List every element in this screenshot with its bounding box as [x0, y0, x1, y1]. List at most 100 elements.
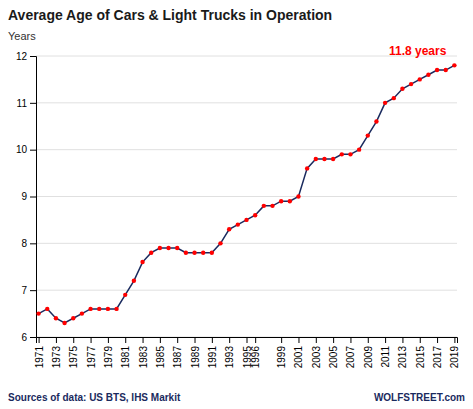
x-tick: 2013: [397, 337, 408, 368]
x-tick: 1971: [34, 337, 45, 368]
x-tick-label: 1985: [155, 346, 166, 369]
point: [71, 316, 75, 320]
x-tick-mark: [39, 337, 40, 343]
x-tick: 1993: [224, 337, 235, 368]
annotations: 11.8 years: [389, 44, 447, 58]
y-tick: 9: [21, 191, 36, 202]
y-tick: 11: [17, 98, 36, 109]
point: [348, 152, 352, 156]
point: [123, 293, 127, 297]
y-tick-mark: [30, 337, 36, 338]
point: [80, 311, 84, 315]
point: [175, 246, 179, 250]
x-tick-mark: [298, 337, 299, 343]
x-tick-mark: [255, 337, 256, 343]
x-tick-label: 2017: [432, 346, 443, 369]
x-tick: 1989: [190, 337, 201, 368]
point: [236, 222, 240, 226]
x-tick-label: 1971: [34, 346, 45, 369]
point: [435, 68, 439, 72]
x-tick-mark: [229, 337, 230, 343]
y-tick: 6: [21, 332, 36, 343]
point: [314, 157, 318, 161]
x-tick: 1996: [250, 337, 261, 368]
grid-line: [36, 102, 457, 103]
y-axis: 6789101112: [16, 51, 37, 343]
x-tick-mark: [281, 337, 282, 343]
point: [227, 227, 231, 231]
y-tick-label: 12: [16, 51, 28, 62]
x-tick: 1979: [103, 337, 114, 368]
point: [210, 251, 214, 255]
x-tick-mark: [437, 337, 438, 343]
point: [132, 279, 136, 283]
point: [88, 307, 92, 311]
x-tick-label: 1993: [224, 346, 235, 369]
x-axis-line: [37, 338, 458, 344]
point: [45, 307, 49, 311]
point: [322, 157, 326, 161]
x-tick-label: 1996: [250, 346, 261, 369]
x-tick: 2015: [415, 337, 426, 368]
grid-line: [36, 290, 457, 291]
point: [418, 77, 422, 81]
x-tick-mark: [108, 337, 109, 343]
x-tick: 2017: [432, 337, 443, 368]
y-tick-label: 6: [21, 332, 27, 343]
point: [114, 307, 118, 311]
point: [184, 251, 188, 255]
x-tick-label: 2015: [415, 346, 426, 369]
y-tick: 12: [16, 51, 36, 62]
point: [400, 87, 404, 91]
x-tick-label: 2011: [380, 346, 391, 368]
x-tick-mark: [350, 337, 351, 343]
x-tick-label: 2005: [328, 346, 339, 369]
x-tick-label: 1973: [51, 346, 62, 369]
point: [36, 311, 40, 315]
x-tick-mark: [177, 337, 178, 343]
x-tick: 2011: [380, 337, 391, 368]
x-tick: 1999: [276, 337, 287, 368]
y-axis-line: [30, 57, 37, 338]
x-tick-mark: [73, 337, 74, 343]
point: [357, 147, 361, 151]
x-tick-mark: [143, 337, 144, 343]
point: [331, 157, 335, 161]
x-tick: 1987: [172, 337, 183, 368]
point: [106, 307, 110, 311]
watermark: WOLFSTREET.com: [374, 392, 465, 403]
line: [39, 65, 455, 323]
x-tick-label: 1991: [207, 346, 218, 369]
y-tick: 10: [16, 144, 36, 155]
x-tick-label: 2019: [449, 346, 460, 369]
x-tick: 1985: [155, 337, 166, 368]
x-tick: 1981: [120, 337, 131, 368]
point: [244, 218, 248, 222]
point: [262, 204, 266, 208]
point: [305, 166, 309, 170]
x-tick-mark: [195, 337, 196, 343]
y-axis-label: Years: [8, 30, 36, 42]
x-tick-mark: [125, 337, 126, 343]
plot-area: 6789101112197119731975197719791981198319…: [16, 44, 461, 368]
x-tick-label: 2001: [293, 346, 304, 369]
grid: [36, 56, 457, 337]
y-tick-mark: [30, 103, 36, 104]
x-tick-label: 1989: [190, 346, 201, 369]
x-tick-mark: [91, 337, 92, 343]
point: [218, 241, 222, 245]
x-tick-label: 1979: [103, 346, 114, 369]
y-tick-label: 9: [21, 191, 27, 202]
x-tick-label: 1977: [86, 346, 97, 369]
x-tick: 1991: [207, 337, 218, 368]
x-tick: 2007: [345, 337, 356, 368]
y-tick-label: 10: [16, 144, 28, 155]
point: [158, 246, 162, 250]
point: [149, 251, 153, 255]
point: [409, 82, 413, 86]
x-tick: 1975: [68, 337, 79, 368]
y-tick-label: 11: [17, 98, 28, 109]
point: [270, 204, 274, 208]
x-tick-mark: [454, 337, 455, 343]
x-tick: 2019: [449, 337, 460, 368]
